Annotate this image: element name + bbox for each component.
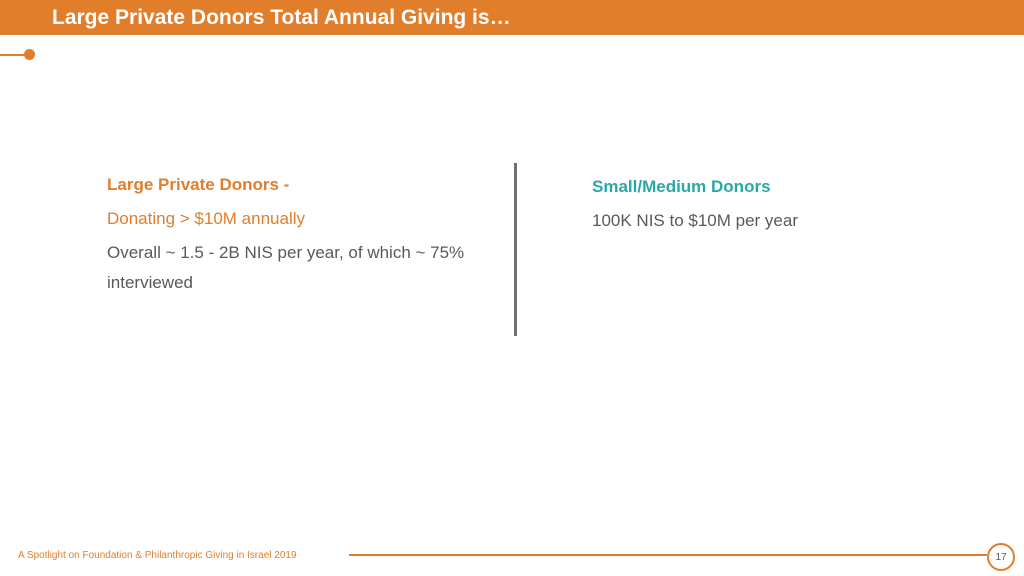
large-donors-section: Large Private Donors - Donating > $10M a… xyxy=(107,174,487,298)
title-bar: Large Private Donors Total Annual Giving… xyxy=(0,0,1024,35)
page-number: 17 xyxy=(987,543,1015,571)
large-donors-heading: Large Private Donors - xyxy=(107,175,290,194)
accent-dot xyxy=(24,49,35,60)
large-donors-subheading: Donating > $10M annually xyxy=(107,209,305,228)
vertical-divider xyxy=(514,163,517,336)
footer-text: A Spotlight on Foundation & Philanthropi… xyxy=(18,550,297,561)
small-medium-donors-heading: Small/Medium Donors xyxy=(592,177,771,196)
slide-title: Large Private Donors Total Annual Giving… xyxy=(52,6,511,29)
footer-line xyxy=(349,554,987,556)
small-medium-donors-body: 100K NIS to $10M per year xyxy=(592,211,799,230)
accent-line xyxy=(0,54,28,56)
small-medium-donors-section: Small/Medium Donors 100K NIS to $10M per… xyxy=(592,176,972,232)
large-donors-body: Overall ~ 1.5 - 2B NIS per year, of whic… xyxy=(107,243,465,292)
